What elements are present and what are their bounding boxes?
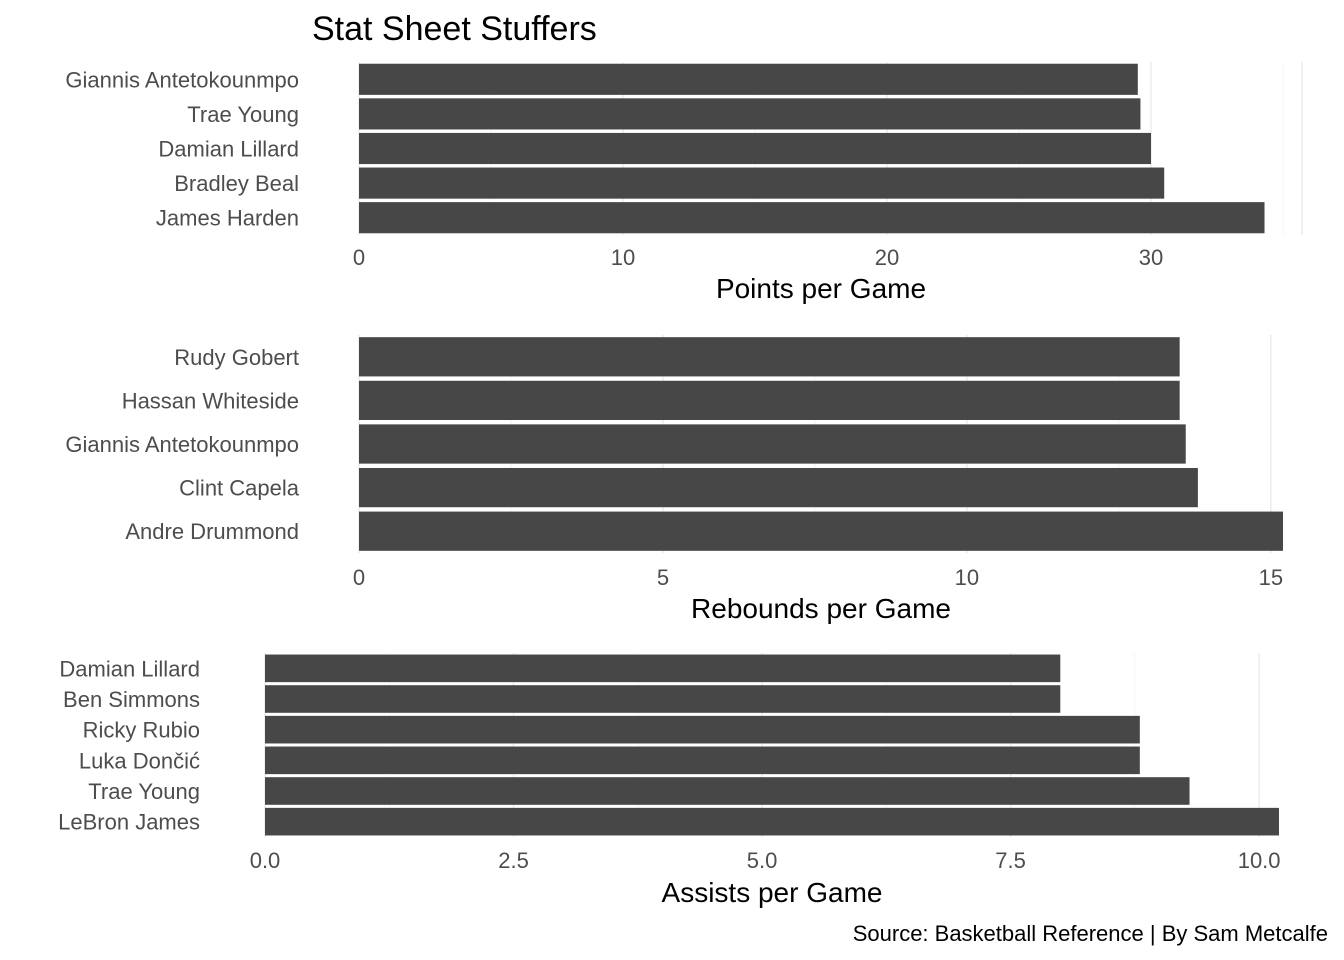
tick-label: 0 <box>353 245 365 270</box>
bar <box>265 807 1279 836</box>
bar <box>359 167 1165 199</box>
category-label: Bradley Beal <box>174 171 299 196</box>
category-label: Damian Lillard <box>59 656 200 681</box>
category-label: Giannis Antetokounmpo <box>65 67 299 92</box>
bar <box>359 337 1180 377</box>
tick-label: 10 <box>611 245 635 270</box>
category-label: LeBron James <box>58 810 200 835</box>
bar <box>359 511 1283 551</box>
category-label: Trae Young <box>187 102 299 127</box>
bar <box>265 654 1061 683</box>
tick-label: 2.5 <box>498 848 529 873</box>
tick-label: 20 <box>875 245 899 270</box>
panel-1: Giannis Antetokounmpo Trae Young Damian Li… <box>65 62 1303 304</box>
bar <box>265 746 1140 775</box>
tick-label: 0 <box>353 565 365 590</box>
bar <box>265 685 1061 713</box>
bar <box>359 132 1151 165</box>
category-label: Ricky Rubio <box>83 718 200 743</box>
tick-label: 30 <box>1139 245 1163 270</box>
category-label: Hassan Whiteside <box>122 388 299 413</box>
category-label: Ben Simmons <box>63 687 200 712</box>
category-label: James Harden <box>156 206 299 231</box>
bar <box>359 380 1180 421</box>
panel-2: Rudy Gobert Hassan Whiteside Giannis Antet… <box>65 335 1283 624</box>
tick-label: 15 <box>1259 565 1283 590</box>
category-label: Andre Drummond <box>125 519 299 544</box>
x-axis-title: Rebounds per Game <box>691 593 951 624</box>
chart-title: Stat Sheet Stuffers <box>312 10 597 48</box>
chart-caption: Source: Basketball Reference | By Sam Me… <box>853 921 1328 946</box>
tick-label: 10.0 <box>1238 848 1281 873</box>
tick-label: 5 <box>657 565 669 590</box>
tick-label: 7.5 <box>995 848 1026 873</box>
bar <box>359 467 1198 508</box>
panel-3: Damian Lillard Ben Simmons Ricky Rubio Luka… <box>58 653 1281 908</box>
tick-label: 0.0 <box>250 848 281 873</box>
bar <box>359 202 1265 234</box>
category-label: Trae Young <box>88 779 200 804</box>
category-label: Luka Dončić <box>79 748 200 773</box>
tick-label: 5.0 <box>747 848 778 873</box>
bar <box>265 715 1140 744</box>
category-label: Rudy Gobert <box>174 345 299 370</box>
bar <box>359 98 1141 130</box>
x-axis-title: Points per Game <box>716 273 926 304</box>
bar <box>359 63 1138 95</box>
category-label: Giannis Antetokounmpo <box>65 432 299 457</box>
bar <box>359 424 1186 464</box>
x-axis-title: Assists per Game <box>662 877 883 908</box>
tick-label: 10 <box>955 565 979 590</box>
bar <box>265 777 1190 805</box>
category-label: Clint Capela <box>179 476 300 501</box>
category-label: Damian Lillard <box>158 137 299 162</box>
